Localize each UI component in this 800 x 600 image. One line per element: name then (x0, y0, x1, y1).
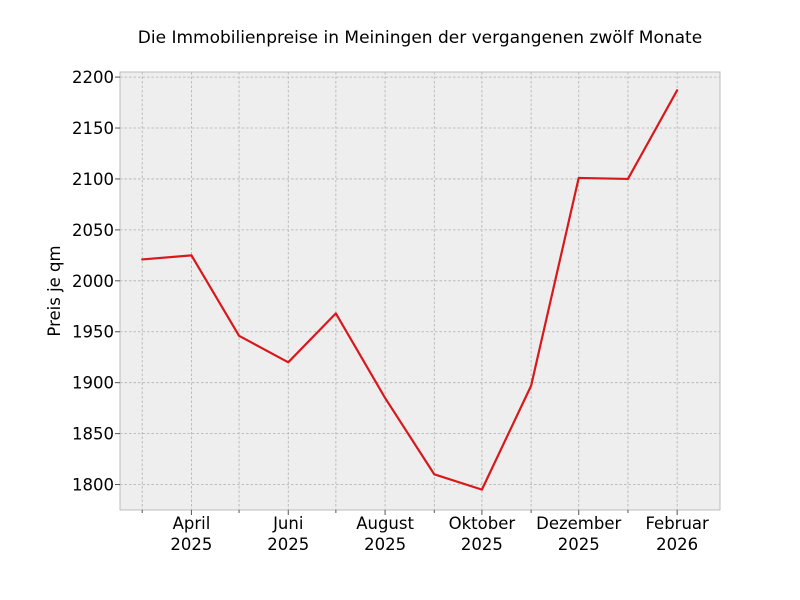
x-tick-label-month: Oktober (449, 514, 516, 533)
x-tick-label-year: 2025 (267, 535, 309, 554)
y-tick-label: 2200 (72, 68, 114, 87)
y-axis-label: Preis je qm (45, 245, 64, 336)
x-tick-label-month: August (356, 514, 414, 533)
plot-area (120, 72, 720, 510)
x-tick-label-month: Dezember (536, 514, 621, 533)
chart-title: Die Immobilienpreise in Meiningen der ve… (138, 28, 702, 48)
y-tick-label: 2050 (72, 221, 114, 240)
y-tick-label: 1900 (72, 374, 114, 393)
x-tick-label-year: 2025 (364, 535, 406, 554)
x-tick-label-year: 2026 (656, 535, 698, 554)
y-tick-label: 1800 (72, 476, 114, 495)
y-tick-label: 2100 (72, 170, 114, 189)
x-tick-labels: April 2025 Juni 2025 August 2025 Oktober 2025 De… (170, 514, 709, 554)
x-tick-label-year: 2025 (558, 535, 600, 554)
y-tick-label: 1950 (72, 323, 114, 342)
y-tick-label: 2150 (72, 119, 114, 138)
y-tick-labels: 1800 1850 1900 1950 2000 2050 2100 2150 2200 (72, 68, 114, 494)
ticks (115, 76, 678, 515)
x-tick-label-year: 2025 (170, 535, 212, 554)
y-tick-label: 2000 (72, 272, 114, 291)
x-tick-label-month: April (173, 514, 211, 533)
series-layer (141, 89, 679, 491)
y-tick-label: 1850 (72, 425, 114, 444)
x-tick-label-month: Juni (272, 514, 303, 533)
series-line (141, 89, 679, 491)
plot-frame (119, 71, 721, 511)
x-tick-label-year: 2025 (461, 535, 503, 554)
x-tick-label-month: Februar (645, 514, 709, 533)
